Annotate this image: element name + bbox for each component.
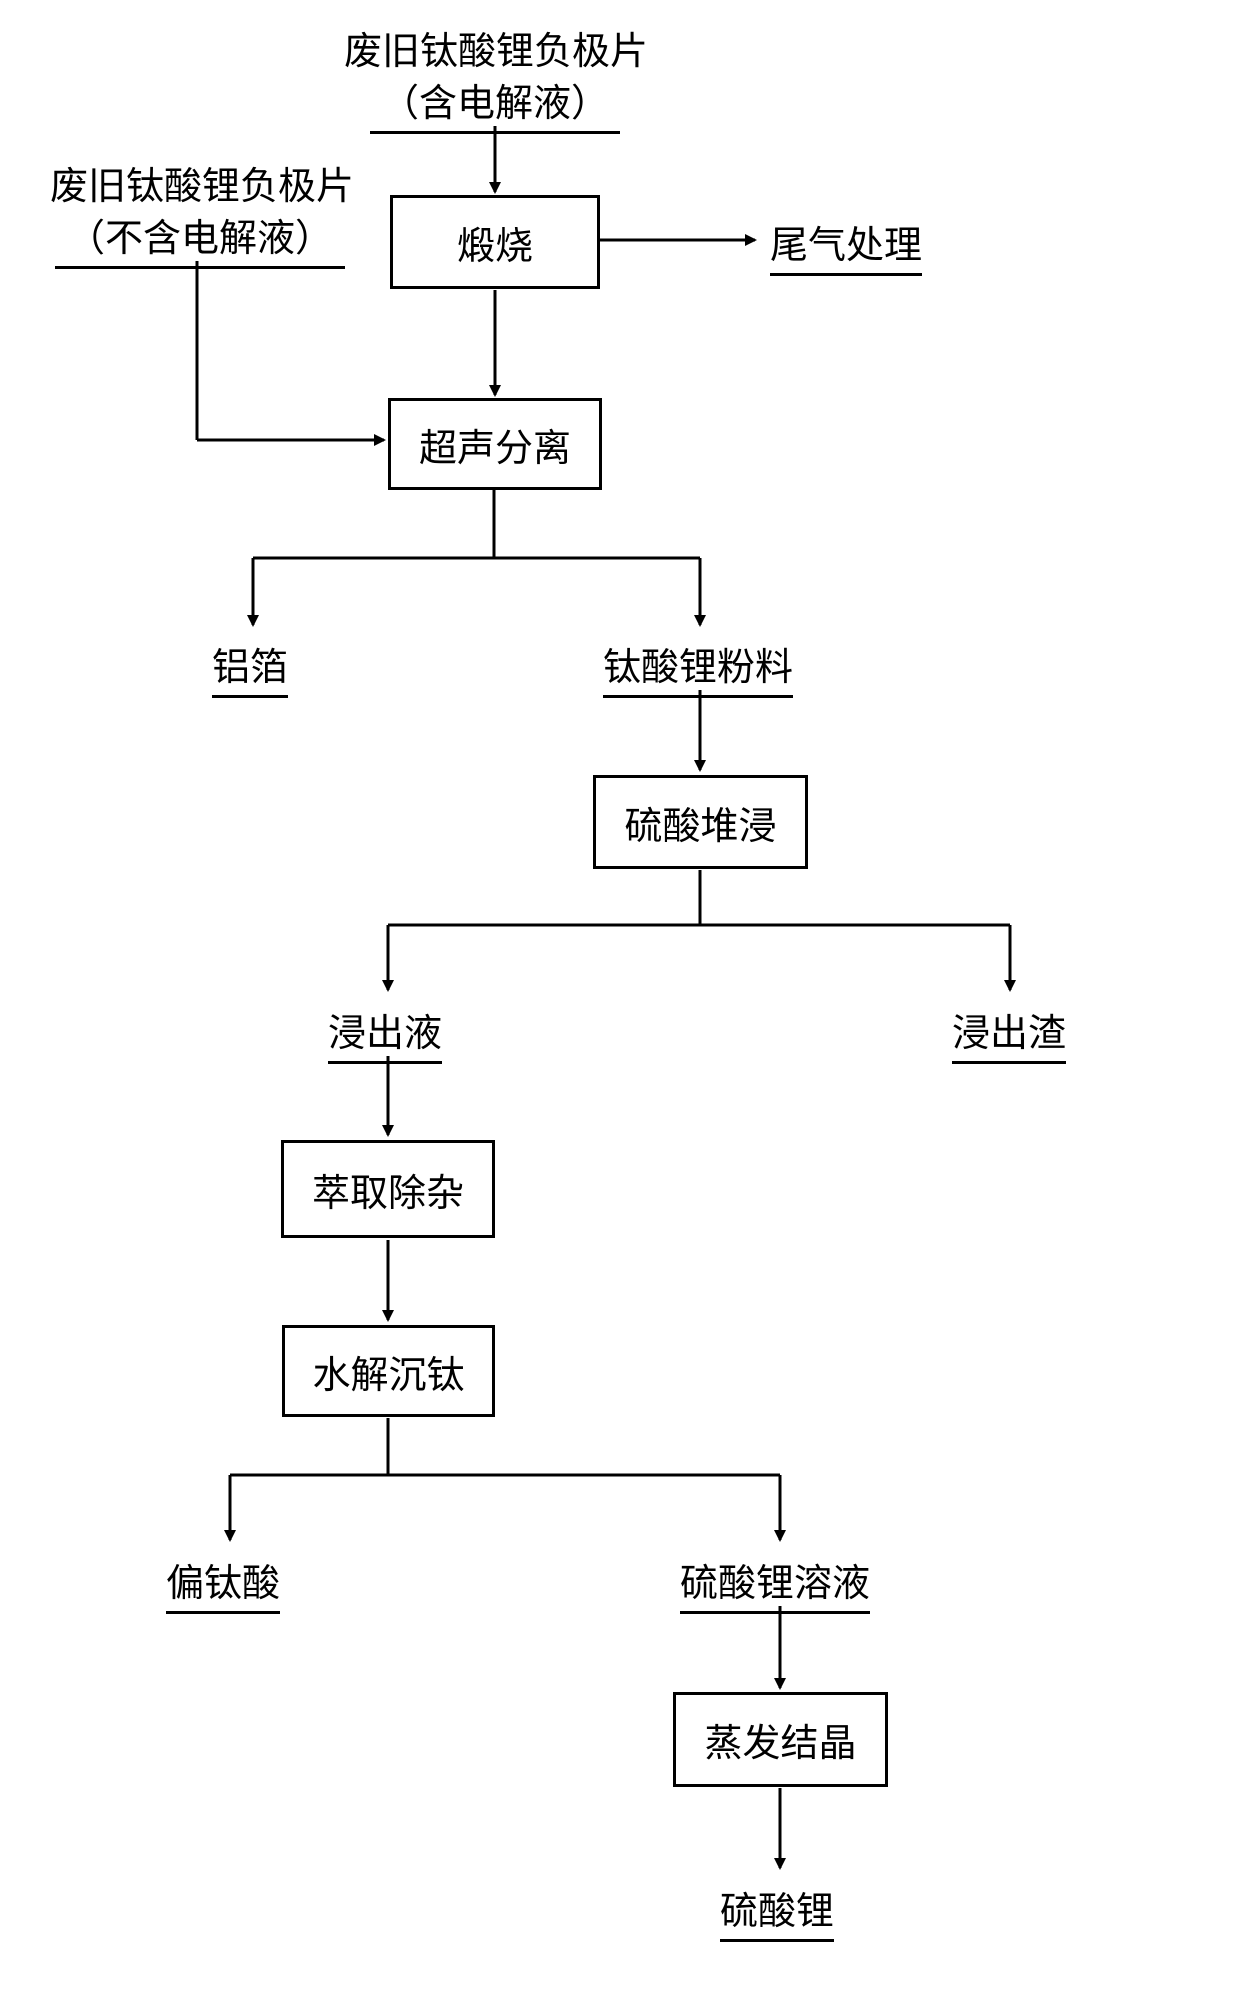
evaporation-crystallization-box: 蒸发结晶 xyxy=(673,1692,888,1787)
input-with-electrolyte-line2: （含电解液） xyxy=(370,72,620,134)
hydrolysis-titanium-label: 水解沉钛 xyxy=(312,1344,464,1399)
lithium-titanate-powder-label: 钛酸锂粉料 xyxy=(603,636,793,698)
lithium-sulfate-label: 硫酸锂 xyxy=(720,1880,834,1942)
tail-gas-label: 尾气处理 xyxy=(770,214,922,276)
lithium-sulfate-solution-label: 硫酸锂溶液 xyxy=(680,1552,870,1614)
hydrolysis-titanium-box: 水解沉钛 xyxy=(282,1325,495,1417)
calcination-box: 煅烧 xyxy=(390,195,600,289)
leach-residue-label: 浸出渣 xyxy=(952,1002,1066,1064)
ultrasonic-separation-box: 超声分离 xyxy=(388,398,602,490)
extraction-impurity-removal-box: 萃取除杂 xyxy=(281,1140,495,1238)
input-without-electrolyte-line2: （不含电解液） xyxy=(55,207,345,269)
sulfuric-acid-leaching-label: 硫酸堆浸 xyxy=(624,795,776,850)
sulfuric-acid-leaching-box: 硫酸堆浸 xyxy=(593,775,808,869)
leachate-label: 浸出液 xyxy=(328,1002,442,1064)
aluminum-foil-label: 铝箔 xyxy=(212,636,288,698)
metatitanic-acid-label: 偏钛酸 xyxy=(166,1552,280,1614)
calcination-label: 煅烧 xyxy=(457,215,533,270)
input-without-electrolyte-line1: 废旧钛酸锂负极片 xyxy=(32,155,372,210)
flowchart-connectors xyxy=(0,0,1240,1990)
evaporation-crystallization-label: 蒸发结晶 xyxy=(704,1712,856,1767)
extraction-impurity-removal-label: 萃取除杂 xyxy=(312,1162,464,1217)
input-with-electrolyte-line1: 废旧钛酸锂负极片 xyxy=(326,20,666,75)
ultrasonic-separation-label: 超声分离 xyxy=(419,417,571,472)
